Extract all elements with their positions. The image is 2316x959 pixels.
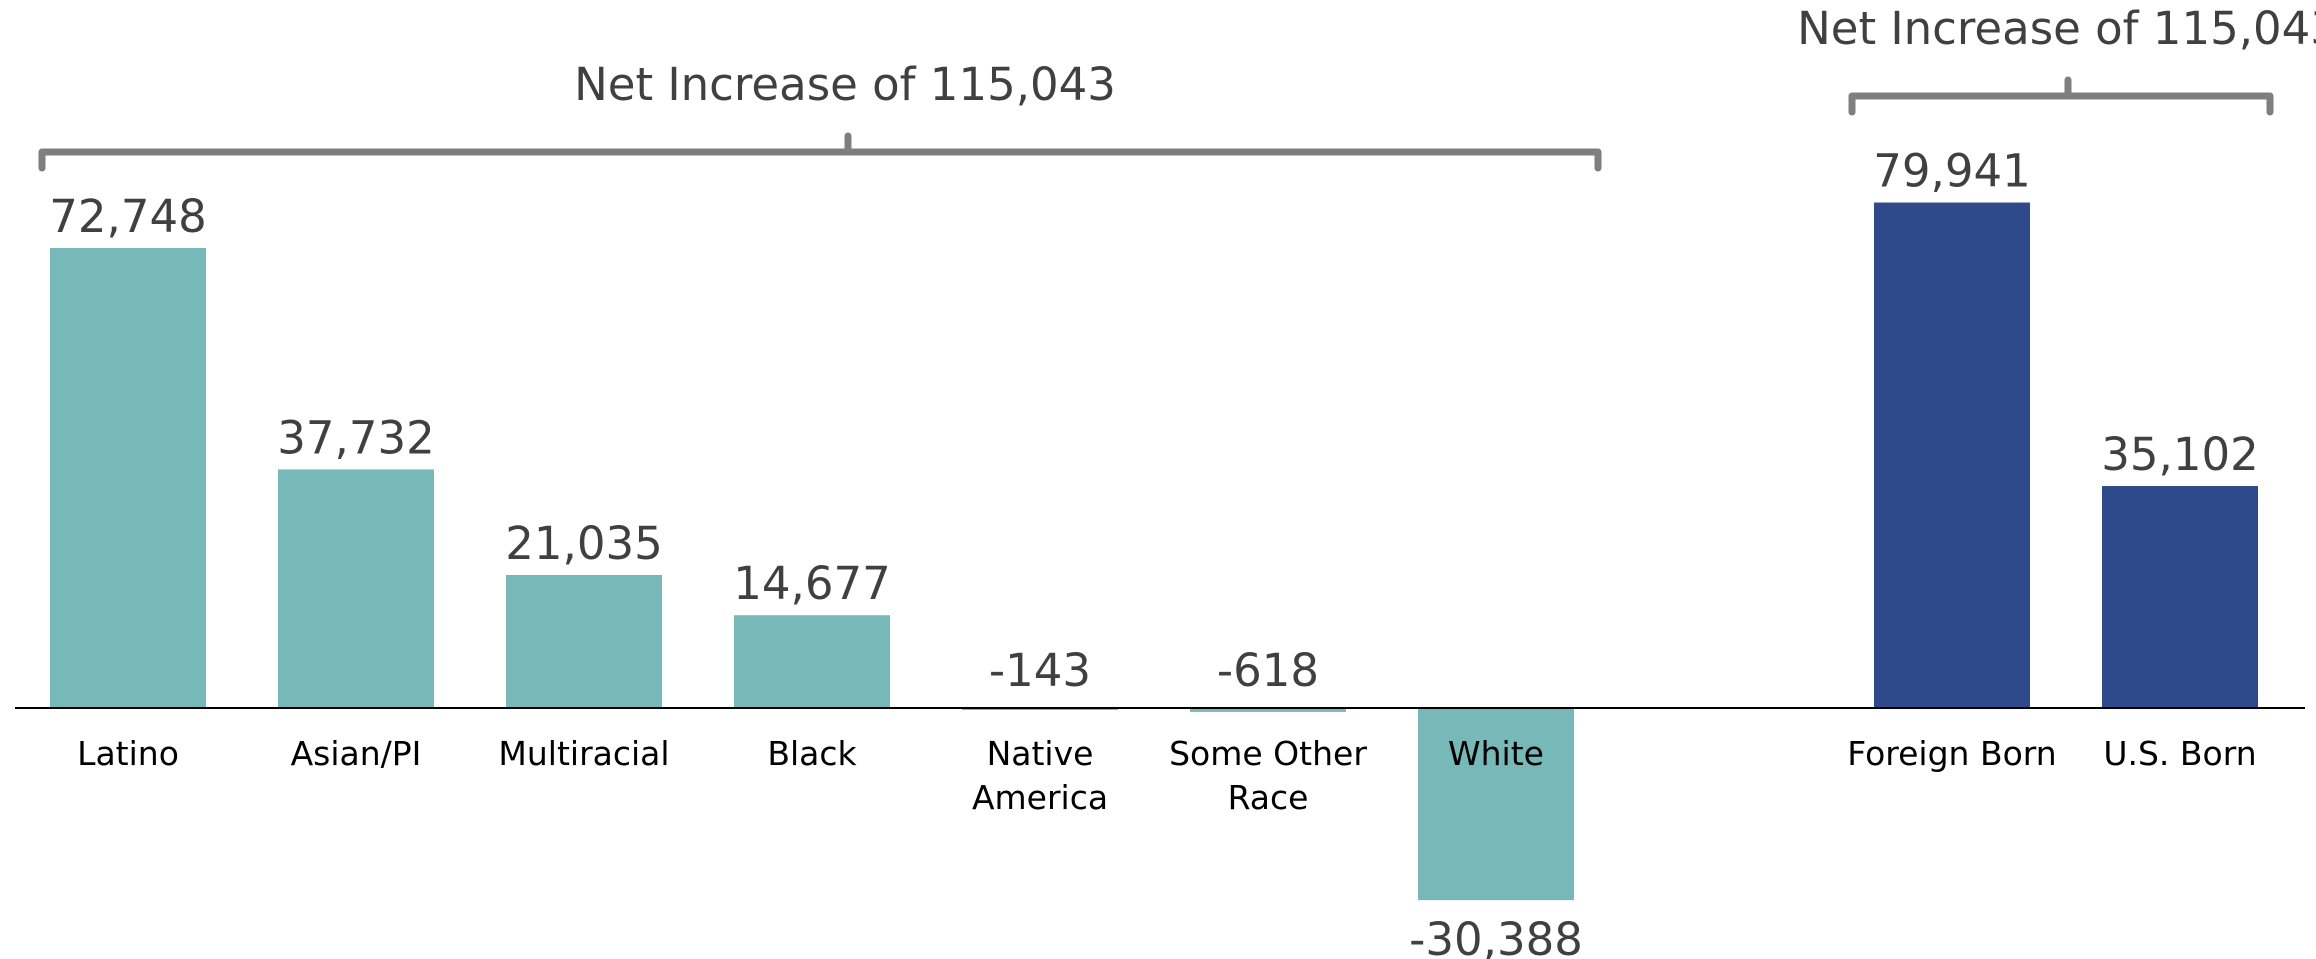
bar-latino (50, 248, 206, 708)
category-label-native-america: Native America (972, 734, 1108, 817)
category-label-asian-pi: Asian/PI (291, 734, 422, 773)
category-label-latino: Latino (77, 734, 179, 773)
value-label-black: 14,677 (733, 557, 890, 610)
category-label-multiracial: Multiracial (498, 734, 669, 773)
bar-some-other-race (1190, 708, 1346, 712)
value-label-foreign-born: 79,941 (1873, 145, 2030, 198)
value-label-multiracial: 21,035 (505, 517, 662, 570)
value-label-white: -30,388 (1409, 913, 1583, 959)
category-label-white: White (1448, 734, 1544, 773)
bar-multiracial (506, 574, 662, 708)
value-label-latino: 72,748 (49, 190, 206, 243)
category-label-foreign-born: Foreign Born (1847, 734, 2056, 773)
value-label-native-america: -143 (989, 644, 1091, 697)
category-label-u-s-born: U.S. Born (2103, 734, 2256, 773)
nativity-bracket (1848, 76, 2274, 116)
value-label-u-s-born: 35,102 (2101, 428, 2258, 481)
nativity-net-increase-annotation: Net Increase of 115,043 (1797, 2, 2316, 55)
bar-u-s-born (2102, 486, 2258, 708)
value-label-some-other-race: -618 (1217, 644, 1319, 697)
bars-layer (50, 202, 2258, 901)
category-label-some-other-race: Some Other Race (1169, 734, 1367, 817)
race-bracket (38, 132, 1602, 172)
race-net-increase-annotation: Net Increase of 115,043 (574, 58, 1116, 111)
bar-asian-pi (278, 469, 434, 708)
bar-foreign-born (1874, 202, 2030, 708)
value-label-asian-pi: 37,732 (277, 411, 434, 464)
bar-white (1418, 708, 1574, 901)
labels-layer: 72,748 Latino 37,732 Asian/PI 21,035 Multirac… (49, 145, 2258, 959)
bar-black (734, 615, 890, 708)
category-label-black: Black (767, 734, 857, 773)
